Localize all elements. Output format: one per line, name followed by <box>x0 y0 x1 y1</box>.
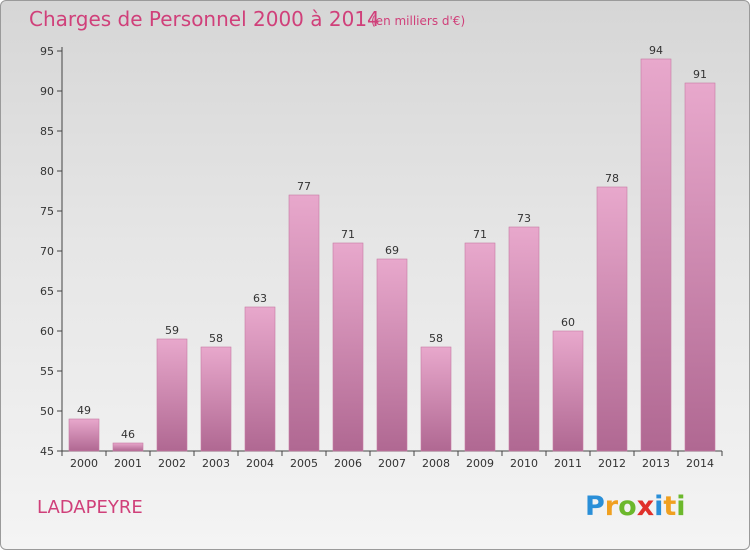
data-label: 77 <box>297 180 311 193</box>
y-tick-label: 60 <box>40 325 54 338</box>
chart-title: Charges de Personnel 2000 à 2014 <box>29 7 380 31</box>
chart-subtitle: (en milliers d'€) <box>371 14 466 28</box>
logo-letter: r <box>604 491 619 522</box>
x-tick-label: 2002 <box>158 457 186 470</box>
x-tick-label: 2001 <box>114 457 142 470</box>
y-tick-label: 80 <box>40 165 54 178</box>
x-tick-label: 2009 <box>466 457 494 470</box>
y-tick-label: 55 <box>40 365 54 378</box>
x-tick-label: 2004 <box>246 457 274 470</box>
data-label: 49 <box>77 404 91 417</box>
bar <box>68 418 100 452</box>
y-tick-label: 50 <box>40 405 54 418</box>
logo-letter: i <box>654 491 664 522</box>
logo-letter: x <box>636 491 655 522</box>
x-tick-label: 2000 <box>70 457 98 470</box>
x-tick-label: 2013 <box>642 457 670 470</box>
data-label: 46 <box>121 428 135 441</box>
data-label: 71 <box>473 228 487 241</box>
bar <box>156 338 188 452</box>
x-tick-label: 2006 <box>334 457 362 470</box>
y-tick-label: 70 <box>40 245 54 258</box>
data-label: 94 <box>649 44 663 57</box>
bar <box>244 306 276 452</box>
bar <box>508 226 540 452</box>
data-label: 78 <box>605 172 619 185</box>
bar <box>684 82 716 452</box>
commune-name: LADAPEYRE <box>37 497 143 518</box>
y-tick-label: 95 <box>40 45 54 58</box>
logo-letter: P <box>585 491 605 522</box>
x-tick-label: 2007 <box>378 457 406 470</box>
bar <box>332 242 364 452</box>
bar <box>200 346 232 452</box>
y-tick-label: 90 <box>40 85 54 98</box>
x-tick-label: 2008 <box>422 457 450 470</box>
y-tick-label: 65 <box>40 285 54 298</box>
bar <box>464 242 496 452</box>
y-tick-label: 85 <box>40 125 54 138</box>
data-label: 91 <box>693 68 707 81</box>
logo-letter: o <box>618 491 637 522</box>
bar <box>112 442 144 452</box>
bar <box>376 258 408 452</box>
x-tick-label: 2012 <box>598 457 626 470</box>
logo-letter: t <box>663 491 677 522</box>
bar <box>288 194 320 452</box>
data-label: 59 <box>165 324 179 337</box>
data-label: 73 <box>517 212 531 225</box>
data-label: 58 <box>429 332 443 345</box>
y-tick-label: 75 <box>40 205 54 218</box>
bar <box>552 330 584 452</box>
bar <box>420 346 452 452</box>
x-tick-label: 2003 <box>202 457 230 470</box>
data-label: 60 <box>561 316 575 329</box>
x-tick-label: 2014 <box>686 457 714 470</box>
bar <box>596 186 628 452</box>
data-label: 63 <box>253 292 267 305</box>
data-label: 71 <box>341 228 355 241</box>
logo-letter: i <box>676 491 686 522</box>
proxiti-logo: Proxiti <box>585 491 686 522</box>
x-tick-label: 2010 <box>510 457 538 470</box>
data-label: 69 <box>385 244 399 257</box>
x-tick-label: 2011 <box>554 457 582 470</box>
x-tick-label: 2005 <box>290 457 318 470</box>
bar <box>640 58 672 452</box>
data-label: 58 <box>209 332 223 345</box>
y-tick-label: 45 <box>40 445 54 458</box>
